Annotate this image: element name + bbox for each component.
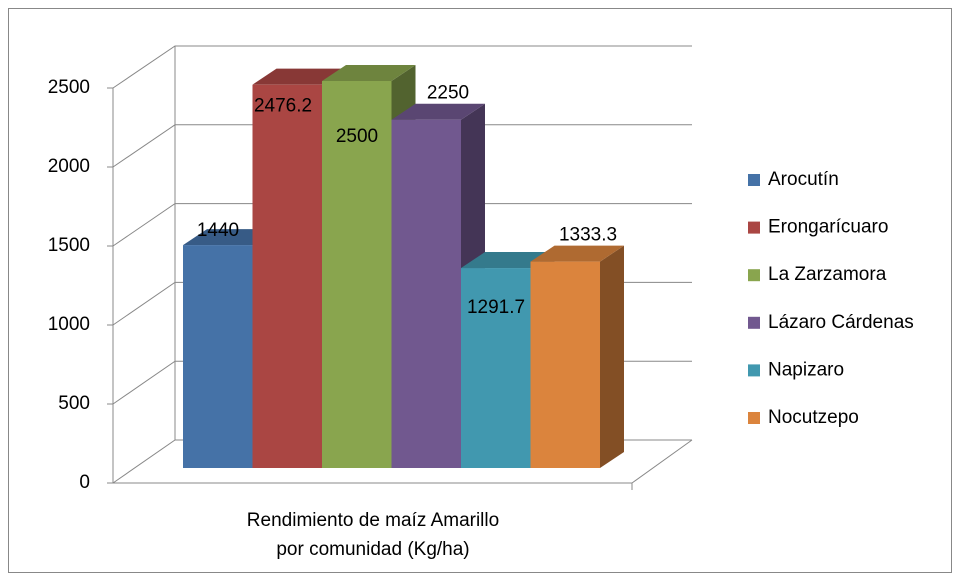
legend-label: Lázaro Cárdenas <box>768 312 914 333</box>
grid-line <box>112 124 692 168</box>
y-tick-label: 500 <box>58 393 90 414</box>
legend-swatch <box>748 269 760 282</box>
category-text: Rendimiento de maíz Amarillo por comunid… <box>246 510 500 560</box>
bar-side <box>600 245 624 468</box>
bar-top <box>530 245 624 262</box>
legend-label: Napizaro <box>768 359 844 380</box>
y-tick-label: 2500 <box>48 77 90 98</box>
bar <box>183 245 253 468</box>
grid-line <box>112 45 692 89</box>
legend-swatch <box>748 316 760 329</box>
bar <box>252 84 322 469</box>
category-label: Rendimiento de maíz Amarillo por comunid… <box>173 506 573 564</box>
y-tick-label: 2000 <box>48 156 90 177</box>
value-label: 1440 <box>197 220 239 241</box>
legend-swatch <box>748 174 760 186</box>
legend-label: La Zarzamora <box>768 264 887 285</box>
value-label: 1333.3 <box>559 225 617 246</box>
bar <box>391 119 461 468</box>
bar <box>530 261 600 468</box>
y-tick-label: 0 <box>79 472 90 493</box>
legend-label: Arocutín <box>768 169 839 190</box>
legend-swatch <box>748 221 760 234</box>
value-label: 2476.2 <box>254 96 312 117</box>
legend-swatch <box>748 364 760 377</box>
bar <box>322 81 392 468</box>
value-label: 1291.7 <box>467 297 525 318</box>
grid-line <box>112 203 692 247</box>
y-tick-label: 1500 <box>48 235 90 256</box>
bar-top <box>322 65 416 81</box>
legend-label: Nocutzepo <box>768 407 859 428</box>
legend-label: Erongarícuaro <box>768 217 888 238</box>
bar <box>461 268 531 468</box>
bar-top <box>391 103 485 120</box>
value-label: 2250 <box>427 83 469 104</box>
floor-side <box>631 439 693 484</box>
legend-swatch <box>748 412 760 424</box>
y-tick-label: 1000 <box>48 314 90 335</box>
value-label: 2500 <box>336 126 378 147</box>
